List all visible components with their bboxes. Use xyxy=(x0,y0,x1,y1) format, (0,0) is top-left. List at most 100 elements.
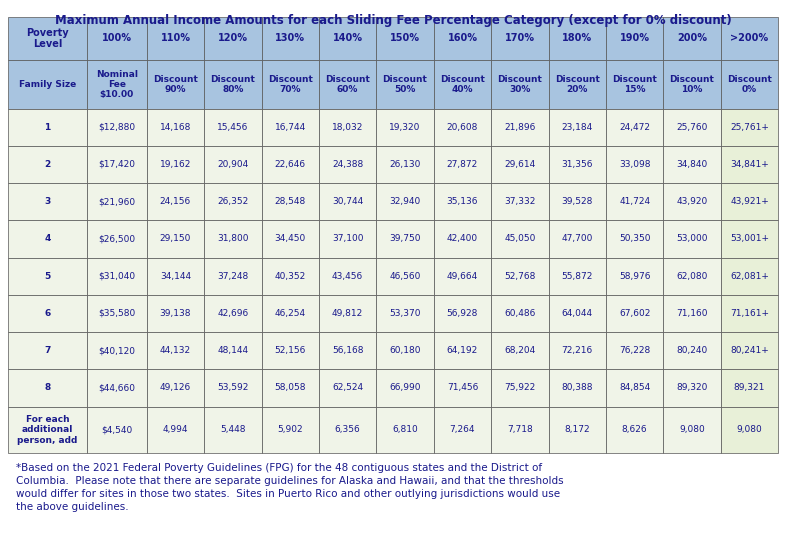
Bar xyxy=(663,220,721,258)
Text: 8,172: 8,172 xyxy=(564,425,590,434)
Bar xyxy=(491,183,549,220)
Bar xyxy=(147,295,204,332)
Bar xyxy=(8,407,87,453)
Text: 180%: 180% xyxy=(562,34,593,44)
Bar xyxy=(376,146,434,183)
Bar xyxy=(549,332,606,369)
Bar xyxy=(319,407,376,453)
Bar xyxy=(8,220,87,258)
Text: 53,000: 53,000 xyxy=(676,235,708,243)
Bar xyxy=(319,332,376,369)
Bar xyxy=(663,60,721,109)
Bar xyxy=(549,17,606,60)
Bar xyxy=(262,17,319,60)
Bar xyxy=(262,407,319,453)
Text: 42,400: 42,400 xyxy=(447,235,478,243)
Bar xyxy=(606,369,663,407)
Bar xyxy=(319,146,376,183)
Bar xyxy=(262,220,319,258)
Text: 39,750: 39,750 xyxy=(389,235,421,243)
Text: 39,138: 39,138 xyxy=(160,309,191,318)
Bar xyxy=(87,369,147,407)
Text: 31,800: 31,800 xyxy=(217,235,248,243)
Text: Discount
90%: Discount 90% xyxy=(153,75,198,94)
Text: 56,928: 56,928 xyxy=(446,309,478,318)
Bar xyxy=(663,295,721,332)
Text: 37,100: 37,100 xyxy=(332,235,363,243)
Text: 24,388: 24,388 xyxy=(332,160,363,169)
Bar xyxy=(491,146,549,183)
Text: 49,812: 49,812 xyxy=(332,309,363,318)
Bar xyxy=(721,60,778,109)
Bar xyxy=(434,258,491,295)
Text: 55,872: 55,872 xyxy=(561,272,593,281)
Text: $12,880: $12,880 xyxy=(98,123,135,132)
Bar xyxy=(147,17,204,60)
Text: 140%: 140% xyxy=(332,34,362,44)
Bar xyxy=(434,109,491,146)
Text: 53,592: 53,592 xyxy=(217,384,248,392)
Text: 30,744: 30,744 xyxy=(332,197,363,206)
Text: 48,144: 48,144 xyxy=(217,346,248,355)
Bar xyxy=(8,146,87,183)
Text: 33,098: 33,098 xyxy=(619,160,650,169)
Bar xyxy=(434,146,491,183)
Text: 71,161+: 71,161+ xyxy=(730,309,769,318)
Text: 24,472: 24,472 xyxy=(619,123,650,132)
Bar xyxy=(434,17,491,60)
Text: 4,994: 4,994 xyxy=(163,425,188,434)
Bar xyxy=(8,109,87,146)
Text: >200%: >200% xyxy=(730,34,769,44)
Bar xyxy=(8,295,87,332)
Text: $21,960: $21,960 xyxy=(98,197,135,206)
Text: 40,352: 40,352 xyxy=(274,272,306,281)
Bar xyxy=(262,295,319,332)
Bar xyxy=(721,407,778,453)
Text: 52,768: 52,768 xyxy=(504,272,535,281)
Text: 71,160: 71,160 xyxy=(676,309,708,318)
Bar xyxy=(663,146,721,183)
Text: 43,920: 43,920 xyxy=(677,197,707,206)
Text: 25,761+: 25,761+ xyxy=(730,123,769,132)
Bar xyxy=(262,183,319,220)
Text: 32,940: 32,940 xyxy=(389,197,421,206)
Bar xyxy=(606,183,663,220)
Bar xyxy=(319,17,376,60)
Text: 150%: 150% xyxy=(390,34,420,44)
Bar xyxy=(319,109,376,146)
Bar xyxy=(434,407,491,453)
Text: Poverty
Level: Poverty Level xyxy=(26,28,68,49)
Bar xyxy=(721,295,778,332)
Text: 31,356: 31,356 xyxy=(561,160,593,169)
Text: 37,248: 37,248 xyxy=(217,272,248,281)
Text: 42,696: 42,696 xyxy=(217,309,248,318)
Bar xyxy=(147,60,204,109)
Bar xyxy=(8,183,87,220)
Text: 4: 4 xyxy=(44,235,50,243)
Text: 60,180: 60,180 xyxy=(389,346,421,355)
Bar xyxy=(87,258,147,295)
Text: 200%: 200% xyxy=(677,34,707,44)
Bar xyxy=(147,332,204,369)
Bar xyxy=(721,17,778,60)
Text: 5,902: 5,902 xyxy=(277,425,303,434)
Bar xyxy=(87,183,147,220)
Bar xyxy=(606,109,663,146)
Text: 5: 5 xyxy=(44,272,50,281)
Bar xyxy=(87,407,147,453)
Bar xyxy=(87,17,147,60)
Bar xyxy=(319,183,376,220)
Text: *Based on the 2021 Federal Poverty Guidelines (FPG) for the 48 contiguous states: *Based on the 2021 Federal Poverty Guide… xyxy=(16,463,564,512)
Text: $40,120: $40,120 xyxy=(98,346,135,355)
Text: 9,080: 9,080 xyxy=(736,425,762,434)
Bar xyxy=(549,220,606,258)
Bar xyxy=(606,17,663,60)
Text: For each
additional
person, add: For each additional person, add xyxy=(17,415,78,444)
Bar xyxy=(147,109,204,146)
Text: 19,162: 19,162 xyxy=(160,160,191,169)
Text: $44,660: $44,660 xyxy=(98,384,135,392)
Bar xyxy=(147,407,204,453)
Bar xyxy=(204,220,262,258)
Bar xyxy=(549,146,606,183)
Text: Maximum Annual Income Amounts for each Sliding Fee Percentage Category (except f: Maximum Annual Income Amounts for each S… xyxy=(54,14,732,27)
